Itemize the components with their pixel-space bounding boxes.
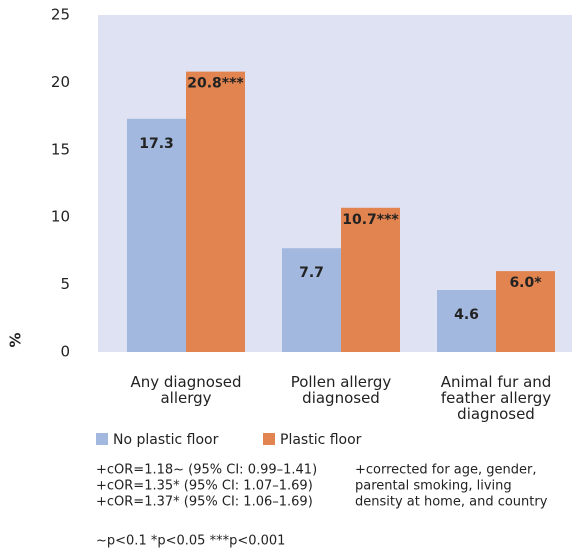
note: +cOR=1.37* (95% CI: 1.06–1.69)	[96, 495, 313, 510]
value-label: 17.3	[139, 136, 174, 152]
value-label: 7.7	[299, 265, 324, 281]
y-tick-label: 15	[51, 140, 70, 158]
note: +cOR=1.18~ (95% CI: 0.99–1.41)	[96, 463, 317, 478]
note: parental smoking, living	[355, 479, 512, 494]
y-axis-label: %	[7, 332, 25, 347]
value-label: 6.0*	[509, 275, 542, 291]
significance-note: ~p<0.1 *p<0.05 ***p<0.001	[96, 534, 285, 549]
y-tick-label: 5	[60, 275, 70, 293]
note: density at home, and country	[355, 495, 548, 510]
legend-label: No plastic floor	[113, 432, 219, 448]
bar	[282, 248, 341, 352]
bar	[496, 271, 555, 352]
legend-swatch	[263, 433, 275, 445]
y-tick-label: 0	[60, 343, 70, 361]
bar	[186, 71, 245, 352]
bar	[127, 118, 186, 353]
value-label: 20.8***	[187, 76, 244, 92]
note: +cOR=1.35* (95% CI: 1.07–1.69)	[96, 479, 313, 494]
x-tick-label: Pollen allergy diagnosed	[290, 373, 392, 407]
value-label: 10.7***	[342, 212, 399, 228]
y-tick-label: 10	[51, 208, 70, 226]
bar	[437, 289, 496, 352]
x-tick-label: Any diagnosed allergy	[130, 373, 242, 407]
x-tick-label: Animal fur and feather allergy diagnosed	[440, 373, 552, 423]
note: +corrected for age, gender,	[355, 463, 537, 478]
legend-swatch	[96, 433, 108, 445]
y-tick-label: 25	[51, 6, 70, 24]
bar	[341, 207, 400, 352]
value-label: 4.6	[454, 307, 479, 323]
y-tick-label: 20	[51, 73, 70, 91]
legend-label: Plastic floor	[280, 432, 362, 448]
